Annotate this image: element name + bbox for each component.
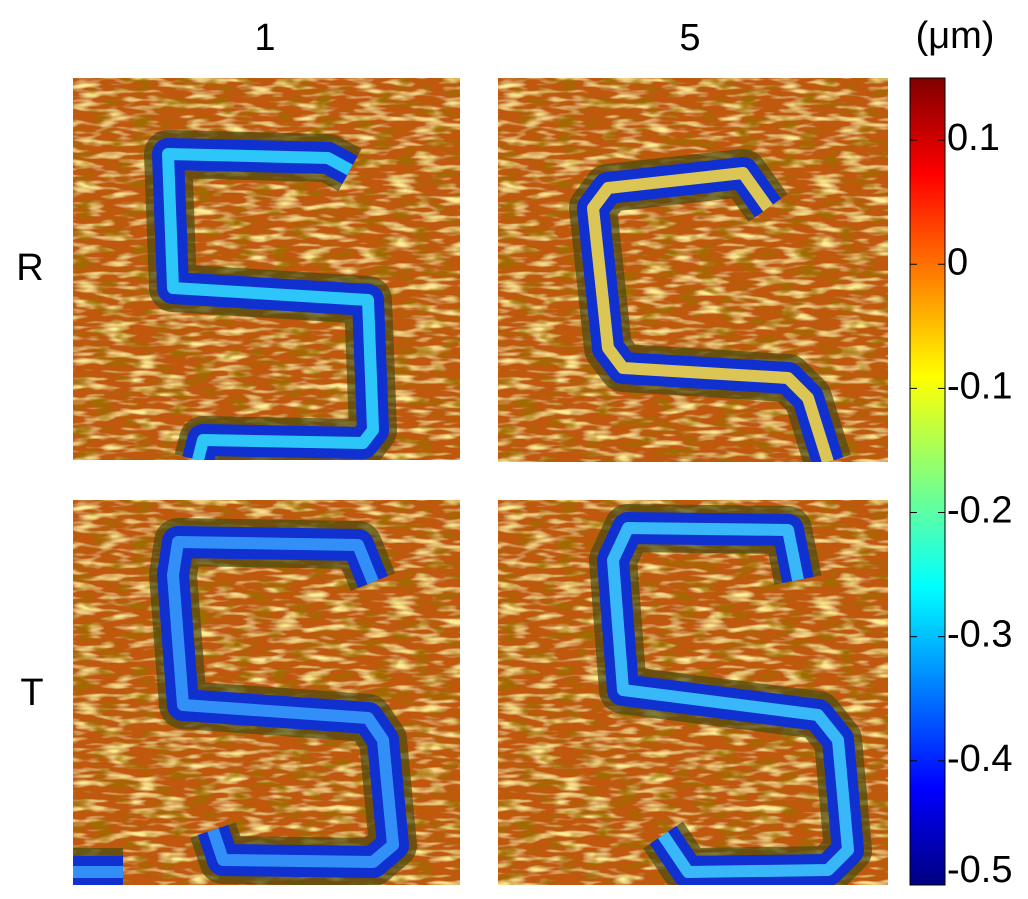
column-label: 1: [254, 17, 275, 59]
colorbar-label: (μm): [916, 15, 995, 57]
tick-label: -0.2: [947, 490, 1012, 532]
tick-label: -0.1: [947, 365, 1012, 407]
tick-label: 0.1: [947, 117, 1000, 159]
trench-edge: [162, 148, 379, 460]
row-label: T: [20, 672, 43, 714]
map-content: [498, 78, 888, 462]
map-content: [498, 500, 888, 885]
colorbar-ticks: 0.1 0 -0.1 -0.2 -0.3 -0.4 -0.5: [910, 117, 1012, 891]
tick-label: -0.5: [947, 849, 1012, 891]
trench-edge: [73, 536, 399, 878]
panels: [73, 78, 888, 885]
column-label: 5: [679, 17, 700, 59]
height-map: [498, 500, 888, 885]
map-content: [73, 78, 460, 460]
height-map: [73, 78, 460, 460]
tick-label: -0.4: [947, 738, 1012, 780]
height-map: [498, 78, 888, 462]
map-content: [73, 500, 460, 885]
tick-label: -0.3: [947, 614, 1012, 656]
height-map: [73, 500, 460, 885]
colorbar: [909, 77, 946, 886]
row-label: R: [16, 247, 43, 289]
trench-edge: [587, 167, 834, 462]
tick-label: 0: [947, 241, 968, 283]
trench-edge: [607, 522, 854, 878]
